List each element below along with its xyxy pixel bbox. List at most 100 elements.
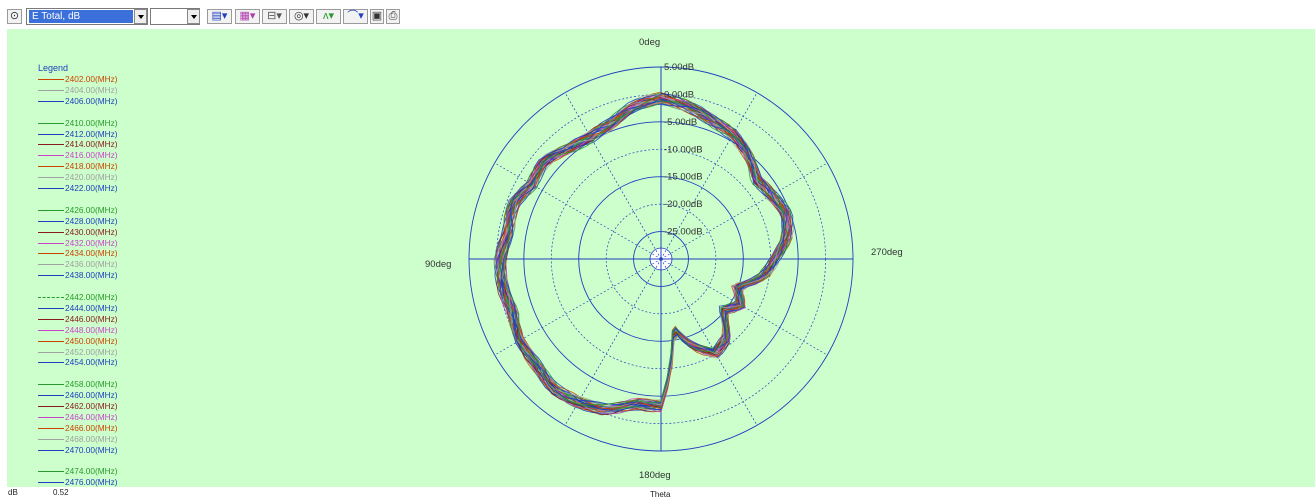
radial-tick-label: 0.00dB	[664, 89, 694, 100]
axis-options-icon[interactable]: ⊟▾	[262, 9, 287, 24]
legend-item: 2432.00(MHz)	[38, 238, 168, 249]
legend-swatch	[38, 449, 64, 451]
grid-spoke	[564, 92, 662, 260]
grid-view-icon[interactable]: ▤▾	[207, 9, 232, 24]
legend-label: 2442.00(MHz)	[65, 292, 118, 302]
legend-item: 2458.00(MHz)	[38, 379, 168, 390]
legend-label: 2470.00(MHz)	[65, 444, 118, 455]
legend-swatch	[38, 427, 64, 429]
copy-icon[interactable]: ▣	[370, 9, 384, 24]
legend-label: 2446.00(MHz)	[65, 313, 118, 324]
color-map-icon[interactable]: ▦▾	[235, 9, 260, 24]
radial-tick-label: -5.00dB	[664, 117, 697, 128]
legend-item: 2410.00(MHz)	[38, 118, 168, 129]
legend-item: 2442.00(MHz)	[38, 292, 168, 303]
legend-swatch	[38, 351, 64, 353]
legend-swatch	[38, 253, 64, 255]
legend-item: 2402.00(MHz)	[38, 74, 168, 85]
legend-label: 2410.00(MHz)	[65, 117, 118, 128]
legend-label: 2450.00(MHz)	[65, 335, 118, 346]
polar-target-icon[interactable]: ◎▾	[289, 9, 314, 24]
polar-plot: 5.00dB 0.00dB -5.00dB -10.00dB -15.00dB -20.0…	[468, 62, 854, 452]
legend-label: 2452.00(MHz)	[65, 346, 118, 357]
legend-swatch	[38, 177, 64, 179]
field-select-value: E Total, dB	[29, 10, 133, 23]
legend-label: 2402.00(MHz)	[65, 74, 118, 84]
grid-spoke	[660, 92, 758, 260]
legend-swatch	[38, 416, 64, 418]
legend-label: 2404.00(MHz)	[65, 84, 118, 95]
legend-item: 2460.00(MHz)	[38, 390, 168, 401]
legend-item: 2414.00(MHz)	[38, 139, 168, 150]
x-axis-label: Theta	[650, 490, 671, 499]
legend-swatch	[38, 166, 64, 168]
legend-item: 2422.00(MHz)	[38, 183, 168, 194]
legend-swatch	[38, 395, 64, 397]
radial-tick-label: -25.00dB	[664, 227, 703, 238]
legend-label: 2416.00(MHz)	[65, 150, 118, 161]
legend-item: 2454.00(MHz)	[38, 357, 168, 368]
legend-label: 2460.00(MHz)	[65, 390, 118, 401]
legend-item: 2418.00(MHz)	[38, 161, 168, 172]
field-select[interactable]: E Total, dB	[26, 8, 148, 25]
legend-label: 2406.00(MHz)	[65, 95, 118, 106]
legend-item: 2412.00(MHz)	[38, 129, 168, 140]
pattern-curve	[502, 91, 793, 410]
grid-spoke	[660, 258, 758, 426]
legend-item: 2474.00(MHz)	[38, 466, 168, 477]
grid-spoke	[660, 162, 828, 260]
field-select-dropdown-arrow-icon[interactable]	[134, 9, 147, 24]
legend-item: 2420.00(MHz)	[38, 172, 168, 183]
radial-tick-label: 5.00dB	[664, 62, 694, 73]
legend-label: 2458.00(MHz)	[65, 379, 118, 390]
legend-swatch	[38, 155, 64, 157]
legend-label: 2448.00(MHz)	[65, 324, 118, 335]
legend-item: 2428.00(MHz)	[38, 216, 168, 227]
pin-icon[interactable]: ⊙	[7, 9, 22, 24]
legend-title: Legend	[38, 63, 69, 73]
legend-label: 2430.00(MHz)	[65, 226, 118, 237]
print-icon[interactable]: ⎙	[386, 9, 400, 24]
legend-swatch	[38, 307, 64, 309]
legend-swatch	[38, 220, 64, 222]
legend-swatch	[38, 384, 64, 386]
legend-item: 2470.00(MHz)	[38, 445, 168, 456]
legend-swatch	[38, 144, 64, 146]
legend-item: 2444.00(MHz)	[38, 303, 168, 314]
legend-label: 2444.00(MHz)	[65, 302, 118, 313]
legend-label: 2464.00(MHz)	[65, 411, 118, 422]
legend-label: 2474.00(MHz)	[65, 466, 118, 477]
pattern-curve	[503, 94, 789, 406]
radial-tick-label: -10.00dB	[664, 144, 703, 155]
legend-item: 2446.00(MHz)	[38, 314, 168, 325]
legend-label: 2422.00(MHz)	[65, 183, 118, 193]
secondary-select-dropdown-arrow-icon[interactable]	[187, 9, 200, 24]
legend-label: 2428.00(MHz)	[65, 215, 118, 226]
toolbar: ⊙ E Total, dB ▤▾ ▦▾ ⊟▾ ◎▾ ʌ▾ ⌒▾ ▣ ⎙	[0, 0, 1315, 27]
legend-swatch	[38, 297, 64, 298]
legend-swatch	[38, 406, 64, 407]
legend-swatch	[38, 482, 64, 484]
legend-item: 2476.00(MHz)	[38, 477, 168, 488]
radial-tick-label: -15.00dB	[664, 172, 703, 183]
legend-item: 2434.00(MHz)	[38, 248, 168, 259]
legend-label: 2468.00(MHz)	[65, 433, 118, 444]
legend-label: 2454.00(MHz)	[65, 357, 118, 368]
pattern-curve	[499, 99, 785, 410]
legend-label: 2420.00(MHz)	[65, 172, 118, 183]
legend-swatch	[38, 100, 64, 102]
legend-swatch	[38, 133, 64, 135]
curve-style-icon[interactable]: ʌ▾	[316, 9, 341, 24]
status-value: 0.52	[53, 488, 69, 497]
legend-label: 2462.00(MHz)	[65, 401, 118, 411]
legend-item: 2462.00(MHz)	[38, 401, 168, 412]
status-bar: dB 0.52 Theta	[0, 487, 1315, 500]
line-style-icon[interactable]: ⌒▾	[343, 9, 368, 24]
pattern-curve	[497, 99, 785, 410]
plot-area: 5.00dB 0.00dB -5.00dB -10.00dB -15.00dB -20.0…	[7, 29, 1315, 487]
legend-item: 2404.00(MHz)	[38, 85, 168, 96]
legend-label: 2436.00(MHz)	[65, 259, 118, 270]
grid-spoke	[494, 162, 662, 260]
legend-swatch	[38, 188, 64, 189]
legend-item: 2426.00(MHz)	[38, 205, 168, 216]
